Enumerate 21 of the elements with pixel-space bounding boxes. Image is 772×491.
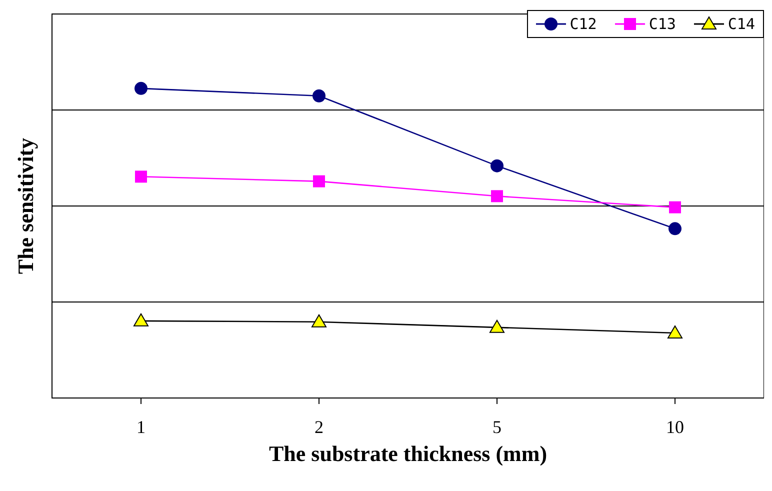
point [134,313,148,326]
point [491,190,503,202]
legend-label: C13 [648,15,676,33]
point [312,89,326,102]
point [312,314,326,328]
point [669,201,681,214]
x-tick-label: 1 [136,416,146,437]
point [668,325,682,338]
x-axis-title: The substrate thickness (mm) [268,441,548,467]
point [668,222,682,236]
y-axis-title: The sensitivity [13,138,39,274]
legend-label: C14 [726,15,755,33]
point [490,320,504,333]
x-tick-label: 5 [492,416,502,437]
x-tick-label: 10 [666,416,684,437]
point [134,82,148,95]
point [490,159,504,172]
point [313,175,325,188]
x-tick-label: 2 [314,416,324,437]
legend-label: C12 [568,15,597,33]
point [135,170,147,183]
